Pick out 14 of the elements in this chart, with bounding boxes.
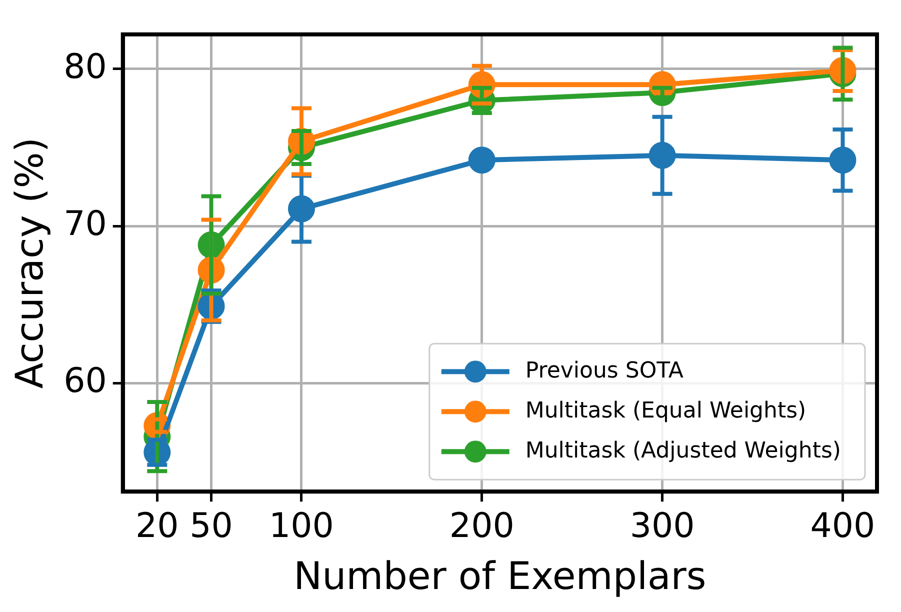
y-axis-title: Accuracy (%): [8, 137, 52, 389]
legend-label: Multitask (Equal Weights): [525, 398, 806, 424]
x-axis-title: Number of Exemplars: [294, 554, 706, 598]
x-tick-label: 400: [810, 506, 876, 546]
x-tick-label: 50: [190, 506, 233, 546]
y-tick-label: 70: [64, 204, 107, 244]
y-tick-label: 80: [64, 46, 107, 87]
y-tick-label: 60: [64, 361, 107, 402]
x-tick-label: 200: [449, 506, 514, 546]
x-tick-label: 20: [136, 506, 179, 546]
legend-label: Multitask (Adjusted Weights): [525, 438, 842, 464]
x-tick-label: 300: [630, 506, 695, 546]
legend-label: Previous SOTA: [525, 358, 684, 384]
x-tick-label: 100: [269, 506, 334, 546]
